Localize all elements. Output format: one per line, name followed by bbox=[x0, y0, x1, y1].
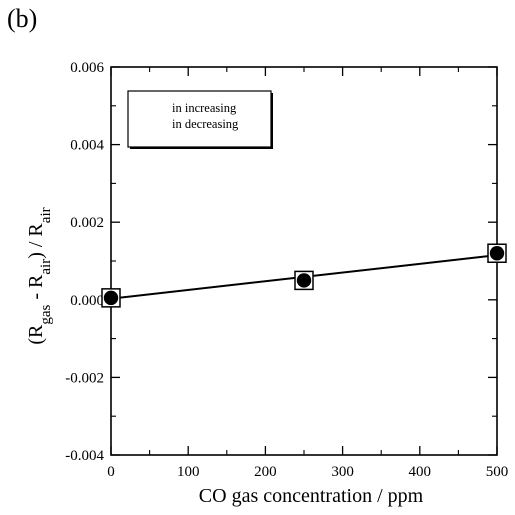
y-tick-label: 0.000 bbox=[70, 293, 104, 309]
legend-box bbox=[127, 90, 272, 148]
y-axis-title: (Rgas - Rair) / Rair bbox=[25, 207, 54, 344]
y-tick-label: 0.004 bbox=[70, 138, 104, 154]
data-point-filled-circle bbox=[103, 290, 119, 306]
legend-entry-label: in increasing bbox=[172, 101, 237, 115]
x-tick-label: 400 bbox=[409, 464, 432, 480]
data-series bbox=[101, 243, 507, 308]
x-tick-label: 100 bbox=[177, 464, 200, 480]
data-point-filled-circle bbox=[296, 273, 312, 288]
y-tick-label: 0.006 bbox=[70, 60, 104, 76]
data-point-filled-circle bbox=[489, 246, 505, 261]
ticks: 0 100 200 300 400 500 -0.004 -0.002 0.000 0.002 0.… bbox=[65, 60, 508, 480]
x-tick-label: 0 bbox=[107, 464, 115, 480]
y-axis-title-subscript: air bbox=[38, 259, 54, 275]
y-tick-label: -0.002 bbox=[65, 370, 104, 386]
y-axis-title-subscript: air bbox=[38, 207, 54, 223]
legend-entry-label: in decreasing bbox=[172, 117, 239, 131]
panel-label: (b) bbox=[7, 4, 38, 33]
y-axis-title-part: (R bbox=[25, 324, 47, 345]
y-tick-label: 0.002 bbox=[70, 215, 104, 231]
x-tick-label: 300 bbox=[331, 464, 354, 480]
x-axis-title: CO gas concentration / ppm bbox=[199, 485, 424, 507]
x-tick-label: 200 bbox=[254, 464, 277, 480]
y-tick-label: -0.004 bbox=[65, 448, 104, 464]
y-axis-title-part: - R bbox=[25, 274, 47, 305]
legend: in increasing in decreasing bbox=[127, 90, 273, 149]
y-axis-title-subscript: gas bbox=[38, 304, 54, 324]
x-tick-label: 500 bbox=[486, 464, 509, 480]
y-axis-title-part: ) / R bbox=[25, 223, 47, 259]
